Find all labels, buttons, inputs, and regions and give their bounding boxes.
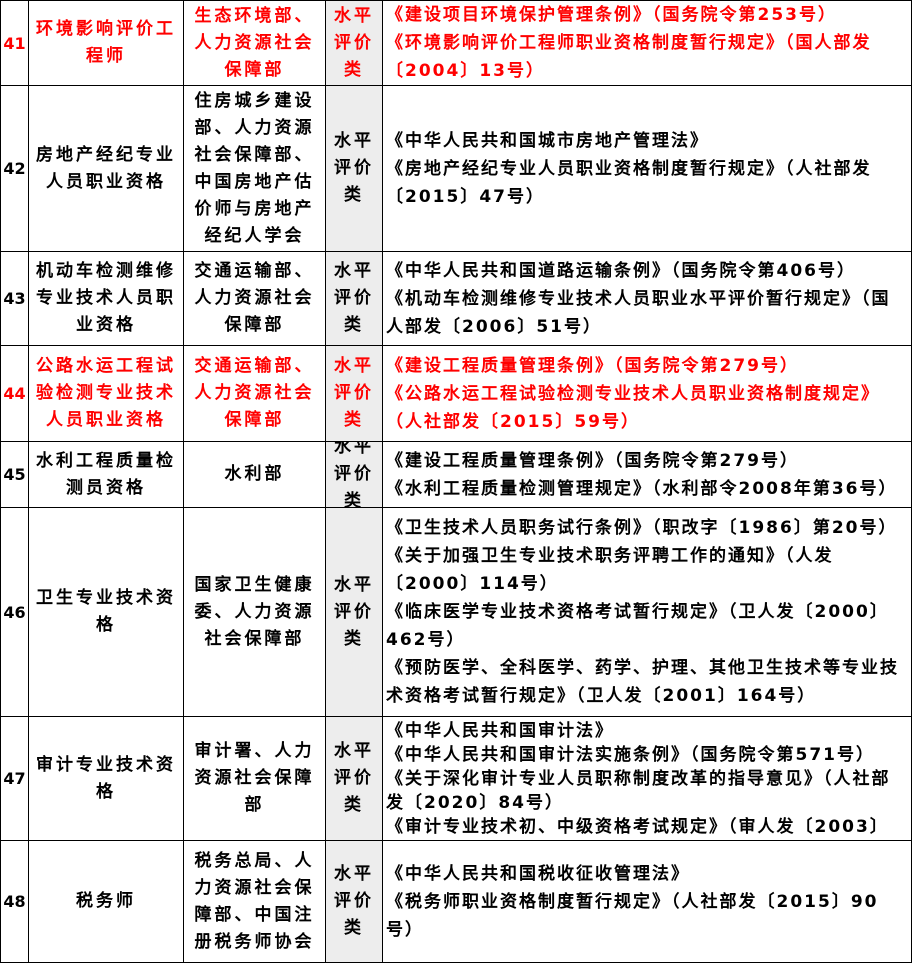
basis-citation: 《预防医学、全科医学、药学、护理、其他卫生技术等专业技术资格考试暂行规定》（卫人… [386, 658, 899, 706]
table-row: 48 税务师 税务总局、人力资源社会保障部、中国注册税务师协会 水平评价类 《中华人民共… [1, 841, 912, 963]
department-cell: 国家卫生健康委、人力资源社会保障部 [184, 508, 326, 717]
basis-citation: 《中华人民共和国城市房地产管理法》 [386, 130, 709, 151]
category-cell: 水平评价类 [326, 442, 383, 508]
basis-citation: 《关于深化审计专业人员职称制度改革的指导意见》（人社部发〔2020〕84号） [386, 768, 891, 813]
basis-cell: 《中华人民共和国城市房地产管理法》《房地产经纪专业人员职业资格制度暂行规定》（人… [383, 86, 912, 252]
qualification-name-cell: 房地产经纪专业人员职业资格 [29, 86, 184, 252]
department-cell: 交通运输部、人力资源社会保障部 [184, 252, 326, 346]
row-number-cell: 42 [1, 86, 29, 252]
qualification-name-cell: 审计专业技术资格 [29, 717, 184, 841]
department-cell: 审计署、人力资源社会保障部 [184, 717, 326, 841]
table-row: 47 审计专业技术资格 审计署、人力资源社会保障部 水平评价类 《中华人民共和国审计法》… [1, 717, 912, 841]
basis-citation: 《中华人民共和国审计法实施条例》（国务院令第571号） [386, 744, 875, 765]
basis-citation: 《中华人民共和国税收征收管理法》 [386, 863, 690, 884]
basis-citation: 《税务师职业资格制度暂行规定》（人社部发〔2015〕90号） [386, 891, 879, 940]
table-row: 45 水利工程质量检测员资格 水利部 水平评价类 《建设工程质量管理条例》（国务院令第2… [1, 442, 912, 508]
row-number-cell: 41 [1, 1, 29, 86]
row-number-cell: 47 [1, 717, 29, 841]
category-cell: 水平评价类 [326, 508, 383, 717]
basis-cell: 《中华人民共和国道路运输条例》（国务院令第406号） 《机动车检测维修专业技术人员… [383, 252, 912, 346]
basis-citation: 《机动车检测维修专业技术人员职业水平评价暂行规定》（国人部发〔2006〕51号） [386, 288, 891, 337]
qualification-name-cell: 公路水运工程试验检测专业技术人员职业资格 [29, 346, 184, 442]
row-number-cell: 43 [1, 252, 29, 346]
basis-cell: 《建设工程质量管理条例》（国务院令第279号） 《水利工程质量检测管理规定》（水利… [383, 442, 912, 508]
basis-cell: 《中华人民共和国审计法》《中华人民共和国审计法实施条例》（国务院令第571号） 《… [383, 717, 912, 841]
department-cell: 住房城乡建设部、人力资源社会保障部、中国房地产估价师与房地产经纪人学会 [184, 86, 326, 252]
table-row: 44 公路水运工程试验检测专业技术人员职业资格 交通运输部、人力资源社会保障部 水平评… [1, 346, 912, 442]
qualification-name-cell: 环境影响评价工程师 [29, 1, 184, 86]
qualification-name-cell: 水利工程质量检测员资格 [29, 442, 184, 508]
basis-citation: 《中华人民共和国审计法》 [386, 720, 614, 741]
basis-citation: 《审计专业技术初、中级资格考试规定》（审人发〔2003〕 [386, 816, 889, 837]
qualification-name-cell: 机动车检测维修专业技术人员职业资格 [29, 252, 184, 346]
basis-cell: 《卫生技术人员职务试行条例》（职改字〔1986〕第20号） 《关于加强卫生专业技术… [383, 508, 912, 717]
category-cell: 水平评价类 [326, 841, 383, 963]
department-cell: 税务总局、人力资源社会保障部、中国注册税务师协会 [184, 841, 326, 963]
department-cell: 交通运输部、人力资源社会保障部 [184, 346, 326, 442]
table-row: 43 机动车检测维修专业技术人员职业资格 交通运输部、人力资源社会保障部 水平评价类《… [1, 252, 912, 346]
basis-cell: 《建设工程质量管理条例》（国务院令第279号） 《公路水运工程试验检测专业技术人员… [383, 346, 912, 442]
category-cell: 水平评价类 [326, 86, 383, 252]
basis-citation: 《公路水运工程试验检测专业技术人员职业资格制度规定》（人社部发〔2015〕59号… [386, 383, 880, 432]
basis-citation: 《水利工程质量检测管理规定》（水利部令2008年第36号） [386, 478, 898, 499]
basis-citation: 《建设项目环境保护管理条例》（国务院令第253号） [386, 5, 837, 25]
basis-cell: 《中华人民共和国税收征收管理法》《税务师职业资格制度暂行规定》（人社部发〔201… [383, 841, 912, 963]
category-cell: 水平评价类 [326, 717, 383, 841]
basis-citation: 《关于加强卫生专业技术职务评聘工作的通知》（人发〔2000〕114号） [386, 546, 834, 594]
basis-citation: 《建设工程质量管理条例》（国务院令第279号） [386, 355, 799, 376]
category-cell: 水平评价类 [326, 346, 383, 442]
qualification-name-cell: 税务师 [29, 841, 184, 963]
category-cell: 水平评价类 [326, 1, 383, 86]
row-number-cell: 46 [1, 508, 29, 717]
basis-citation: 《卫生技术人员职务试行条例》（职改字〔1986〕第20号） [386, 518, 898, 538]
department-cell: 生态环境部、人力资源社会保障部 [184, 1, 326, 86]
department-cell: 水利部 [184, 442, 326, 508]
basis-cell: 《建设项目环境保护管理条例》（国务院令第253号） 《环境影响评价工程师职业资格制… [383, 1, 912, 86]
table-row: 41 环境影响评价工程师 生态环境部、人力资源社会保障部 水平评价类 《建设项目环境保护… [1, 1, 912, 86]
table-row: 42 房地产经纪专业人员职业资格 住房城乡建设部、人力资源社会保障部、中国房地产估价… [1, 86, 912, 252]
basis-citation: 《中华人民共和国道路运输条例》（国务院令第406号） [386, 260, 856, 281]
basis-citation: 《建设工程质量管理条例》（国务院令第279号） [386, 450, 799, 471]
basis-citation: 《房地产经纪专业人员职业资格制度暂行规定》（人社部发〔2015〕47号） [386, 158, 872, 207]
category-cell: 水平评价类 [326, 252, 383, 346]
table-row: 46 卫生专业技术资格 国家卫生健康委、人力资源社会保障部 水平评价类 《卫生技术人员职… [1, 508, 912, 717]
qualification-name-cell: 卫生专业技术资格 [29, 508, 184, 717]
row-number-cell: 44 [1, 346, 29, 442]
row-number-cell: 48 [1, 841, 29, 963]
row-number-cell: 45 [1, 442, 29, 508]
basis-citation: 《环境影响评价工程师职业资格制度暂行规定》（国人部发〔2004〕13号） [386, 33, 872, 81]
basis-citation: 《临床医学专业技术资格考试暂行规定》（卫人发〔2000〕462号） [386, 602, 889, 650]
